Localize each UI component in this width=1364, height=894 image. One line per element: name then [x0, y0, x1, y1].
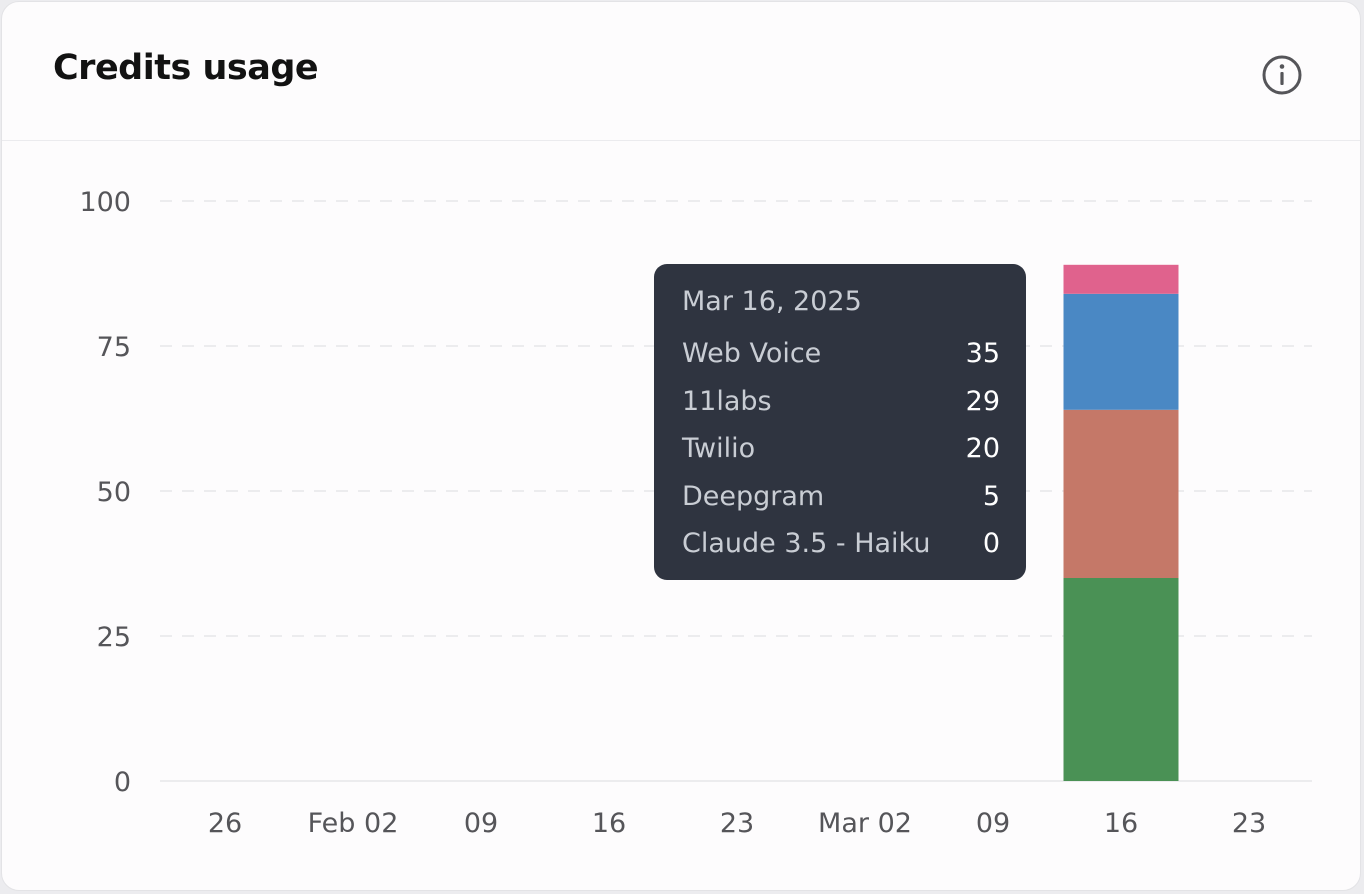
bar-segment-twilio[interactable] — [1063, 293, 1179, 410]
y-axis-ticks: 0 25 50 75 100 — [79, 187, 131, 798]
y-tick-label: 0 — [114, 767, 131, 798]
tooltip-row: Web Voice 35 — [682, 330, 1000, 378]
tooltip-row-value: 20 — [965, 433, 1000, 464]
x-tick-label: 26 — [208, 808, 242, 839]
bar-segment-web-voice[interactable] — [1063, 578, 1179, 781]
y-tick-label: 75 — [97, 332, 131, 363]
tooltip-row-value: 5 — [982, 480, 1000, 512]
tooltip-row: 11labs 29 — [682, 378, 1000, 426]
x-tick-label: 09 — [976, 808, 1010, 839]
x-tick-label: 23 — [1232, 808, 1266, 839]
card-header: Credits usage — [2, 2, 1360, 141]
tooltip-row-label: 11labs — [682, 385, 772, 417]
chart-tooltip: Mar 16, 2025 Web Voice 35 11labs 29 Twil… — [654, 264, 1026, 580]
tooltip-row: Twilio 20 — [682, 425, 1000, 473]
bar-segment-11labs[interactable] — [1063, 409, 1179, 578]
bars[interactable] — [1063, 264, 1179, 781]
tooltip-row: Claude 3.5 - Haiku 0 — [682, 520, 1000, 568]
y-tick-label: 25 — [97, 622, 131, 653]
tooltip-date: Mar 16, 2025 — [682, 286, 862, 317]
x-tick-label: 16 — [1104, 808, 1138, 839]
x-tick-label: 16 — [592, 808, 626, 839]
x-axis-ticks: 26 Feb 02 09 16 23 Mar 02 09 16 23 — [208, 808, 1266, 839]
y-tick-label: 50 — [97, 477, 131, 508]
info-icon[interactable] — [1260, 53, 1304, 97]
x-tick-label: Feb 02 — [308, 808, 399, 839]
x-tick-label: Mar 02 — [818, 808, 912, 839]
x-tick-label: 09 — [464, 808, 498, 839]
tooltip-row-value: 0 — [982, 528, 1000, 559]
bar-segment-deepgram[interactable] — [1063, 264, 1179, 294]
tooltip-row-label: Deepgram — [682, 480, 825, 512]
tooltip-row-label: Claude 3.5 - Haiku — [682, 528, 931, 559]
tooltip-row-label: Web Voice — [682, 338, 822, 369]
tooltip-row-label: Twilio — [682, 433, 756, 464]
card-title: Credits usage — [53, 48, 319, 88]
tooltip-row: Deepgram 5 — [682, 473, 1000, 521]
x-tick-label: 23 — [720, 808, 754, 839]
tooltip-row-value: 29 — [965, 385, 1000, 417]
y-tick-label: 100 — [79, 187, 131, 218]
tooltip-row-value: 35 — [965, 338, 1000, 369]
